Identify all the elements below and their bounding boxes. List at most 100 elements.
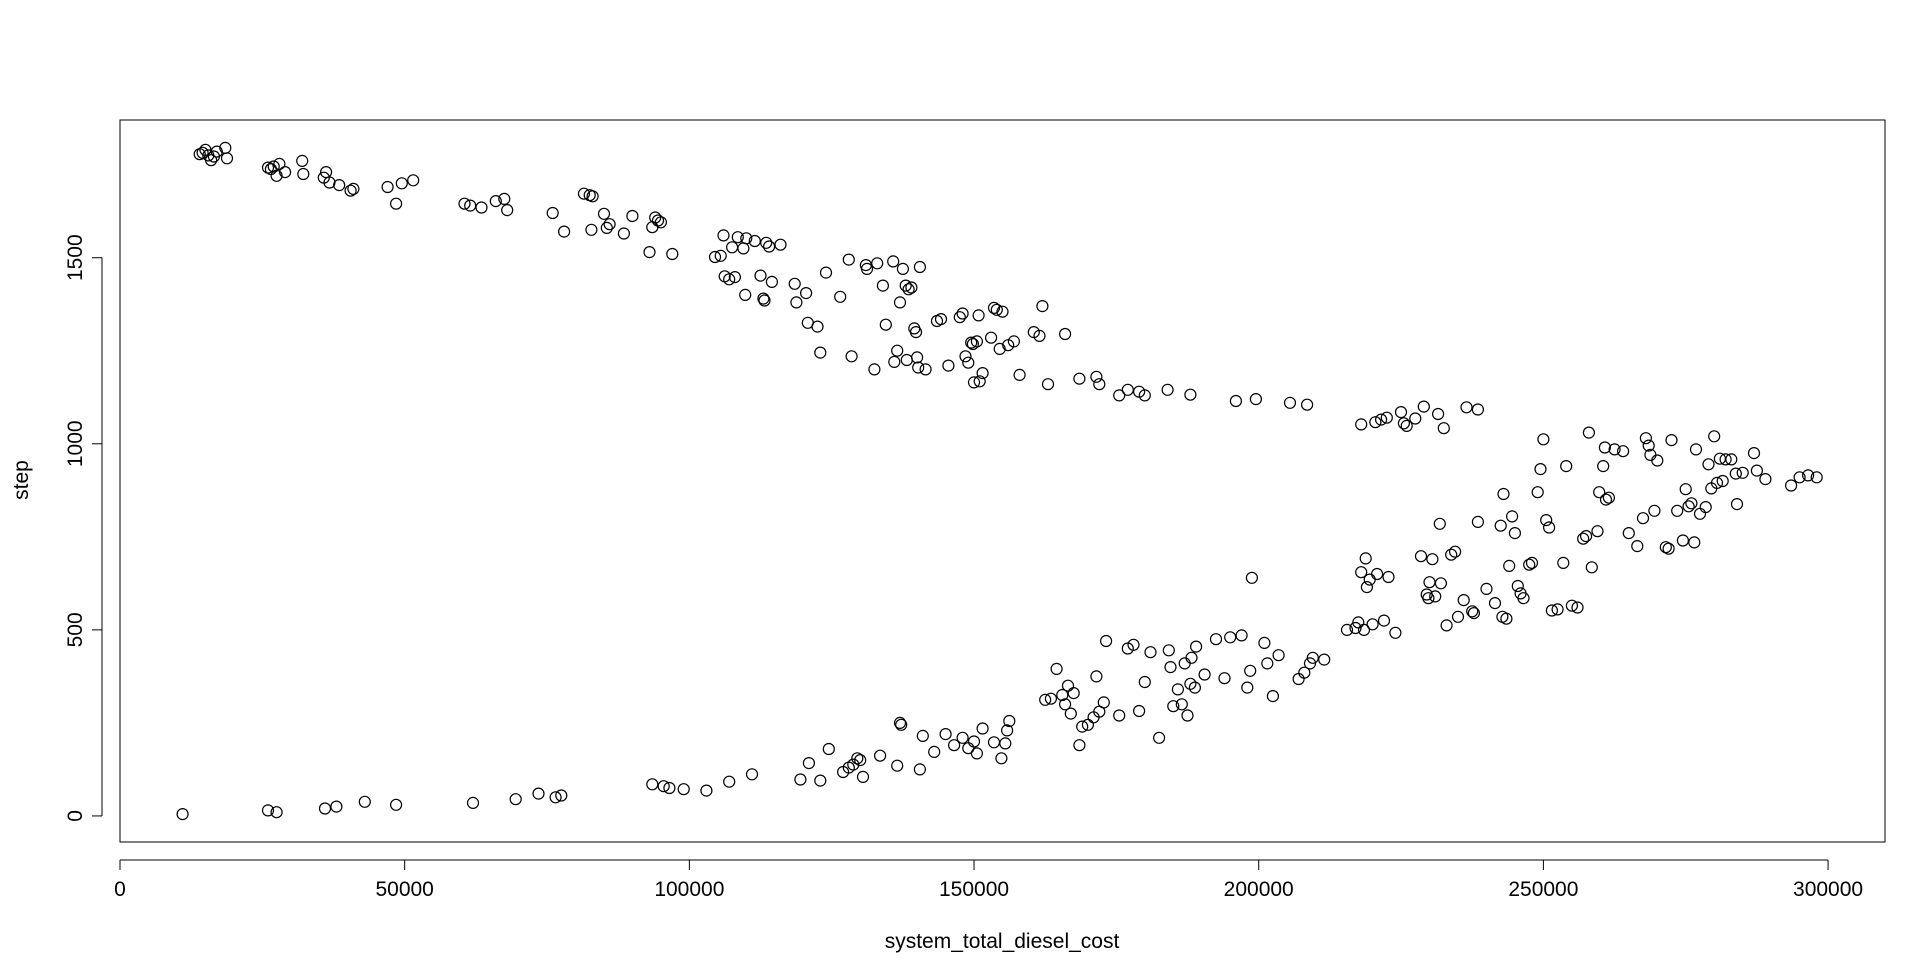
data-point [549, 791, 562, 804]
data-point [318, 802, 332, 815]
data-point [1710, 476, 1724, 489]
data-point [728, 271, 742, 284]
data-point [842, 253, 855, 266]
data-point [1500, 612, 1513, 625]
data-point [1152, 731, 1166, 744]
data-point [654, 216, 668, 229]
data-point [794, 773, 807, 786]
data-point [1545, 604, 1559, 617]
data-point [910, 351, 924, 364]
data-point [1058, 327, 1072, 341]
data-point [1708, 430, 1721, 443]
data-points [176, 141, 1823, 821]
data-point [1261, 657, 1274, 670]
data-point [1557, 556, 1570, 570]
data-point [330, 800, 343, 813]
data-point [1188, 681, 1202, 694]
data-point [939, 727, 952, 741]
data-point [1409, 412, 1422, 425]
x-tick-label: 0 [114, 878, 126, 901]
data-point [1534, 463, 1547, 476]
data-point [597, 207, 611, 220]
data-point [1460, 401, 1473, 414]
data-point [1725, 453, 1738, 466]
data-point [1488, 596, 1502, 610]
data-point [972, 309, 985, 322]
data-point [765, 275, 779, 288]
data-point [919, 363, 932, 376]
data-point [1448, 545, 1462, 558]
data-point [1433, 517, 1446, 530]
data-point [1164, 660, 1177, 674]
data-point [999, 737, 1012, 750]
x-tick-label: 150000 [939, 878, 1009, 901]
data-point [1283, 396, 1297, 409]
data-point [876, 279, 890, 292]
data-point [893, 716, 907, 730]
data-point [1608, 443, 1621, 456]
data-point [1665, 434, 1678, 447]
data-point [585, 223, 598, 236]
data-point [557, 225, 571, 238]
data-point [1422, 592, 1435, 605]
data-point [1679, 483, 1692, 496]
data-point [297, 167, 310, 181]
data-point [822, 742, 835, 756]
data-point [942, 359, 955, 372]
data-point [1599, 493, 1613, 506]
data-point [1505, 510, 1519, 523]
data-point [1185, 651, 1198, 664]
data-point [959, 350, 972, 363]
data-point [1511, 579, 1524, 593]
x-tick-label: 250000 [1508, 878, 1578, 901]
data-point [1076, 720, 1089, 733]
data-point [1651, 454, 1664, 467]
data-point [666, 247, 679, 261]
data-point [758, 294, 771, 307]
data-point [1801, 469, 1815, 482]
data-point [1466, 605, 1479, 618]
x-axis: 0 50000 100000 150000 200000 250000 300000 [114, 859, 1863, 901]
data-point [1389, 626, 1402, 639]
data-point [390, 798, 403, 811]
data-point [1542, 521, 1556, 534]
data-point [1099, 634, 1113, 648]
data-point [1303, 657, 1317, 670]
data-point [854, 753, 867, 767]
data-point [760, 236, 773, 249]
x-axis-title: system_total_diesel_cost [885, 930, 1120, 953]
data-point [1167, 700, 1180, 713]
data-point [407, 174, 420, 187]
data-point [1161, 383, 1174, 396]
data-point [1349, 621, 1362, 635]
data-point [1272, 649, 1285, 662]
data-point [956, 731, 969, 744]
data-point [1138, 675, 1151, 689]
data-point [1000, 724, 1014, 737]
plot-frame [119, 119, 1886, 843]
data-point [1184, 677, 1197, 690]
data-point [509, 793, 522, 806]
data-point [1537, 433, 1550, 446]
data-point [1359, 552, 1372, 565]
data-point [464, 199, 477, 212]
data-point [970, 335, 984, 348]
data-point [1162, 644, 1175, 657]
data-point [296, 154, 309, 167]
y-axis: 0 500 1000 1500 [64, 234, 103, 822]
data-point [1602, 491, 1616, 504]
data-point [896, 262, 910, 275]
data-point [1716, 474, 1729, 488]
data-point [677, 783, 690, 796]
data-point [1266, 689, 1280, 703]
data-point [501, 204, 514, 217]
data-point [1434, 577, 1448, 590]
data-point [1750, 464, 1764, 477]
y-tick-label: 1000 [64, 420, 87, 467]
x-tick-label: 50000 [375, 878, 433, 901]
data-point [1437, 422, 1450, 435]
data-point [1702, 458, 1715, 471]
data-point [1467, 606, 1481, 620]
